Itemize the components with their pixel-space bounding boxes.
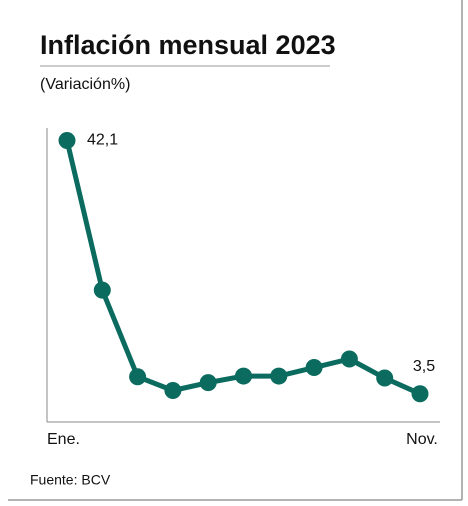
x-tick-label: Nov. (406, 431, 438, 448)
point (235, 367, 252, 385)
point (58, 131, 76, 149)
point (411, 385, 429, 403)
point (305, 359, 323, 377)
point (164, 382, 182, 399)
point (199, 374, 217, 392)
point (270, 367, 288, 385)
value-label: 3,5 (413, 358, 435, 375)
line (64, 139, 422, 397)
point (340, 350, 358, 368)
x-tick-label: Ene. (47, 431, 80, 448)
point (129, 368, 147, 386)
chart-subtitle: (Variación%) (40, 76, 130, 93)
value-label: 42,1 (87, 132, 118, 149)
point (376, 369, 394, 387)
point (93, 281, 111, 299)
chart-title: Inflación mensual 2023 (40, 30, 336, 60)
source: Fuente: BCV (30, 472, 111, 488)
